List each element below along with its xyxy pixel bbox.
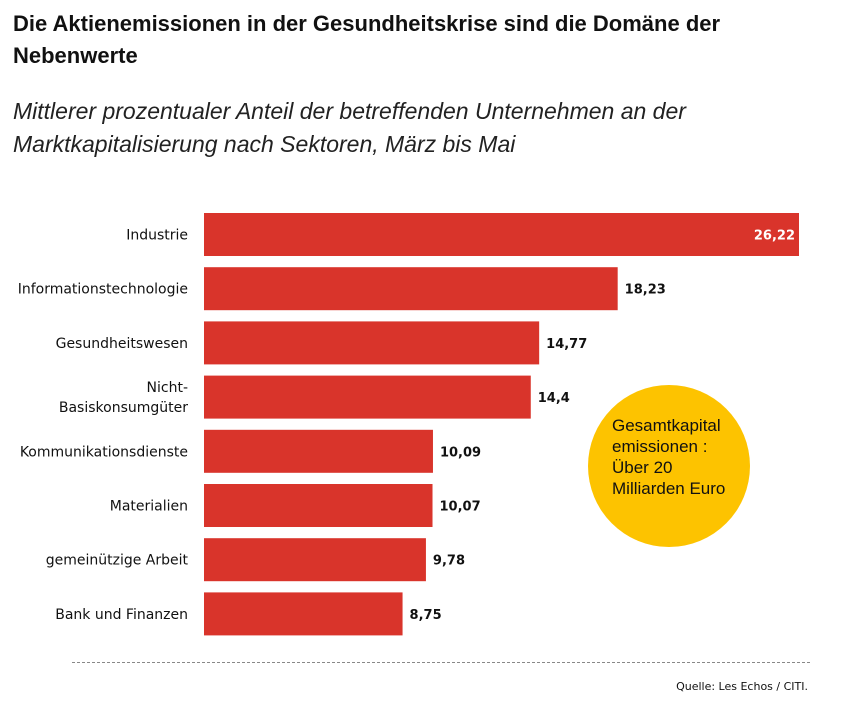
bar-1 <box>204 267 618 311</box>
bar-5 <box>204 484 433 527</box>
category-label-4: Kommunikationsdienste <box>20 444 188 460</box>
value-label-5: 10,07 <box>440 500 481 515</box>
bar-7 <box>204 592 403 636</box>
value-label-7: 8,75 <box>410 608 442 623</box>
value-label-2: 14,77 <box>546 337 587 352</box>
bar-3 <box>204 375 531 419</box>
category-label-1: Informationstechnologie <box>18 282 188 298</box>
value-label-1: 18,23 <box>625 283 666 298</box>
source-note: Quelle: Les Echos / CITI. <box>676 680 808 693</box>
bar-6 <box>204 538 426 582</box>
bar-0 <box>204 213 799 256</box>
callout-text: Gesamtkapital emissionen : Über 20 Milli… <box>612 416 726 498</box>
chart-subtitle: Mittlerer prozentualer Anteil der betref… <box>13 98 686 157</box>
bar-2 <box>204 321 540 365</box>
total-emissions-callout: Gesamtkapital emissionen : Über 20 Milli… <box>588 385 750 547</box>
chart-title: Die Aktienemissionen in der Gesundheitsk… <box>13 11 721 68</box>
value-label-4: 10,09 <box>440 445 481 460</box>
category-label-2: Gesundheitswesen <box>56 336 188 352</box>
value-label-3: 14,4 <box>538 391 570 406</box>
value-label-6: 9,78 <box>433 554 465 569</box>
bar-4 <box>204 429 433 473</box>
category-label-0: Industrie <box>126 228 188 244</box>
value-label-0: 26,22 <box>754 229 795 244</box>
category-label-3: Nicht-Basiskonsumgüter <box>59 380 188 416</box>
category-label-7: Bank und Finanzen <box>55 607 188 623</box>
category-label-6: gemeinützige Arbeit <box>46 553 189 569</box>
footer-divider <box>72 662 810 663</box>
category-label-5: Materialien <box>110 499 188 515</box>
